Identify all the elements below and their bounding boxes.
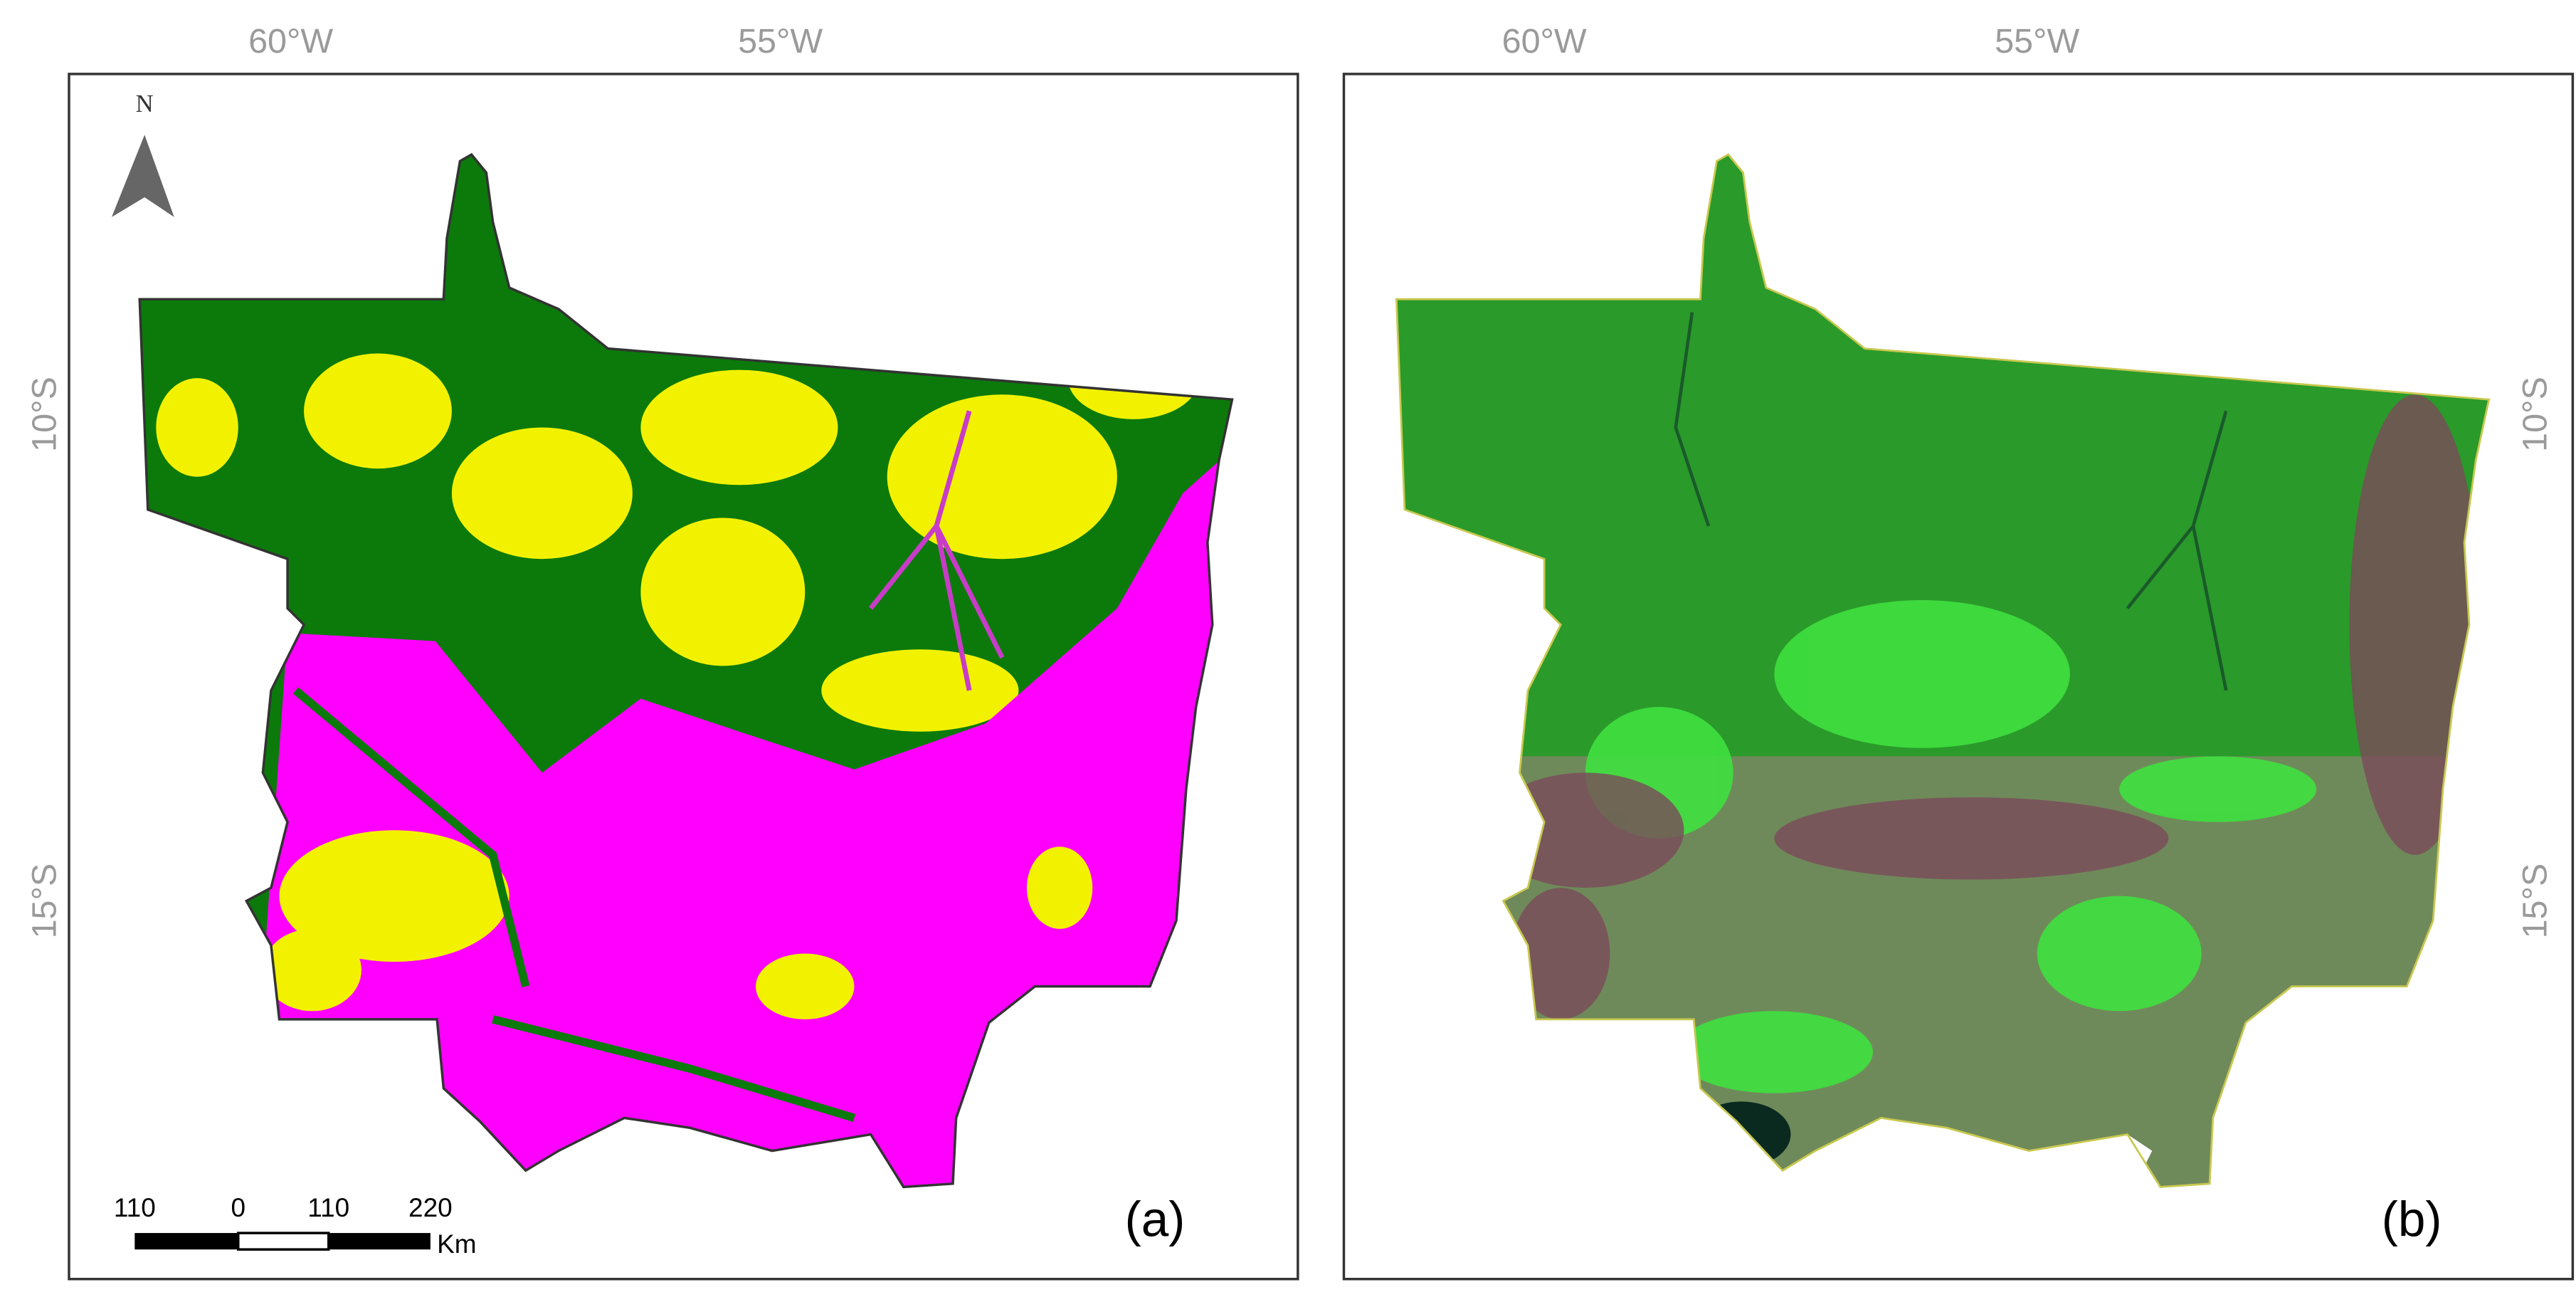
scale-segment xyxy=(134,1233,238,1250)
savanna-class xyxy=(156,337,1200,732)
north-label: N xyxy=(136,90,154,117)
rivers xyxy=(868,410,1005,691)
latitude-label: 15°S xyxy=(2516,864,2554,939)
north-arrow xyxy=(111,135,174,217)
latitude-label: 10°S xyxy=(2516,377,2554,452)
river-strips xyxy=(292,687,856,1122)
latitude-label: 10°S xyxy=(26,377,64,452)
scale-unit: Km xyxy=(437,1229,476,1259)
savanna-class xyxy=(263,830,1093,1019)
scale-tick: 110 xyxy=(307,1193,349,1222)
scale-tick: 110 xyxy=(114,1193,156,1222)
scale-tick: 220 xyxy=(408,1193,453,1222)
rivers xyxy=(1674,312,2228,691)
scale-segment xyxy=(328,1233,431,1250)
scale-tick: 0 xyxy=(231,1193,246,1222)
longitude-label: 55°W xyxy=(1995,22,2079,61)
longitude-label: 55°W xyxy=(738,22,823,61)
panel-label: (a) xyxy=(1125,1192,1186,1247)
latitude-label: 15°S xyxy=(26,864,64,939)
scale-segment xyxy=(237,1232,330,1251)
longitude-label: 60°W xyxy=(1502,22,1587,61)
panel-label: (b) xyxy=(2382,1192,2442,1247)
longitude-label: 60°W xyxy=(248,22,333,61)
